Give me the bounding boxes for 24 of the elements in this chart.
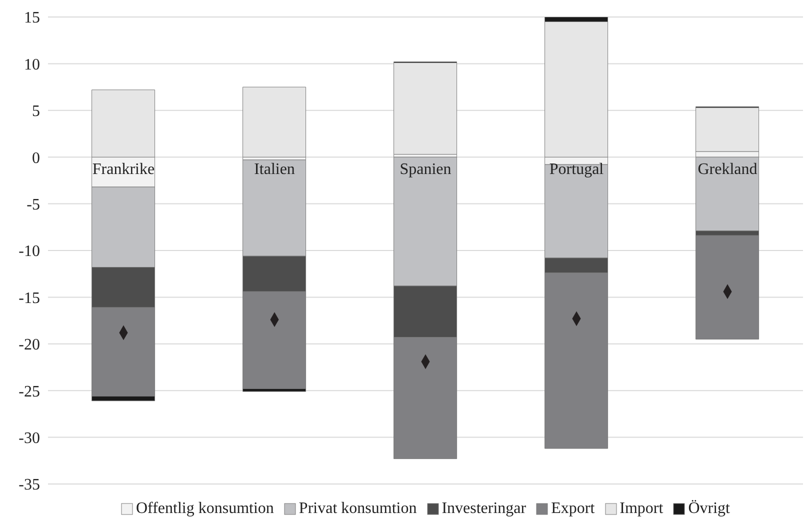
y-tick-label: 5 xyxy=(32,103,40,120)
y-tick-label: 10 xyxy=(24,56,40,74)
y-tick-label: -20 xyxy=(18,336,40,354)
y-tick-label: 0 xyxy=(32,150,40,167)
legend-label: Export xyxy=(551,500,595,518)
y-tick-label: -25 xyxy=(18,383,40,400)
legend-label: Övrigt xyxy=(688,500,730,518)
legend-label: Privat konsumtion xyxy=(298,500,417,518)
legend-label: Import xyxy=(620,500,664,518)
y-tick-label: -15 xyxy=(18,290,40,307)
y-tick-label: -5 xyxy=(26,196,40,214)
bar xyxy=(242,86,306,158)
legend-label: Investeringar xyxy=(442,500,526,518)
bar xyxy=(394,62,458,155)
y-tick-label: 15 xyxy=(24,10,40,27)
y-tick-label: -35 xyxy=(18,476,40,494)
legend-label: Offentlig konsumtion xyxy=(136,500,274,518)
x-tick-label: Italien xyxy=(254,161,295,178)
x-tick-label: Spanien xyxy=(400,161,452,178)
x-tick-label: Portugal xyxy=(549,161,604,178)
y-tick-label: -10 xyxy=(18,243,40,260)
x-tick-label: Frankrike xyxy=(92,161,155,178)
y-tick-label: -30 xyxy=(18,430,40,447)
x-tick-label: Grekland xyxy=(698,161,758,178)
